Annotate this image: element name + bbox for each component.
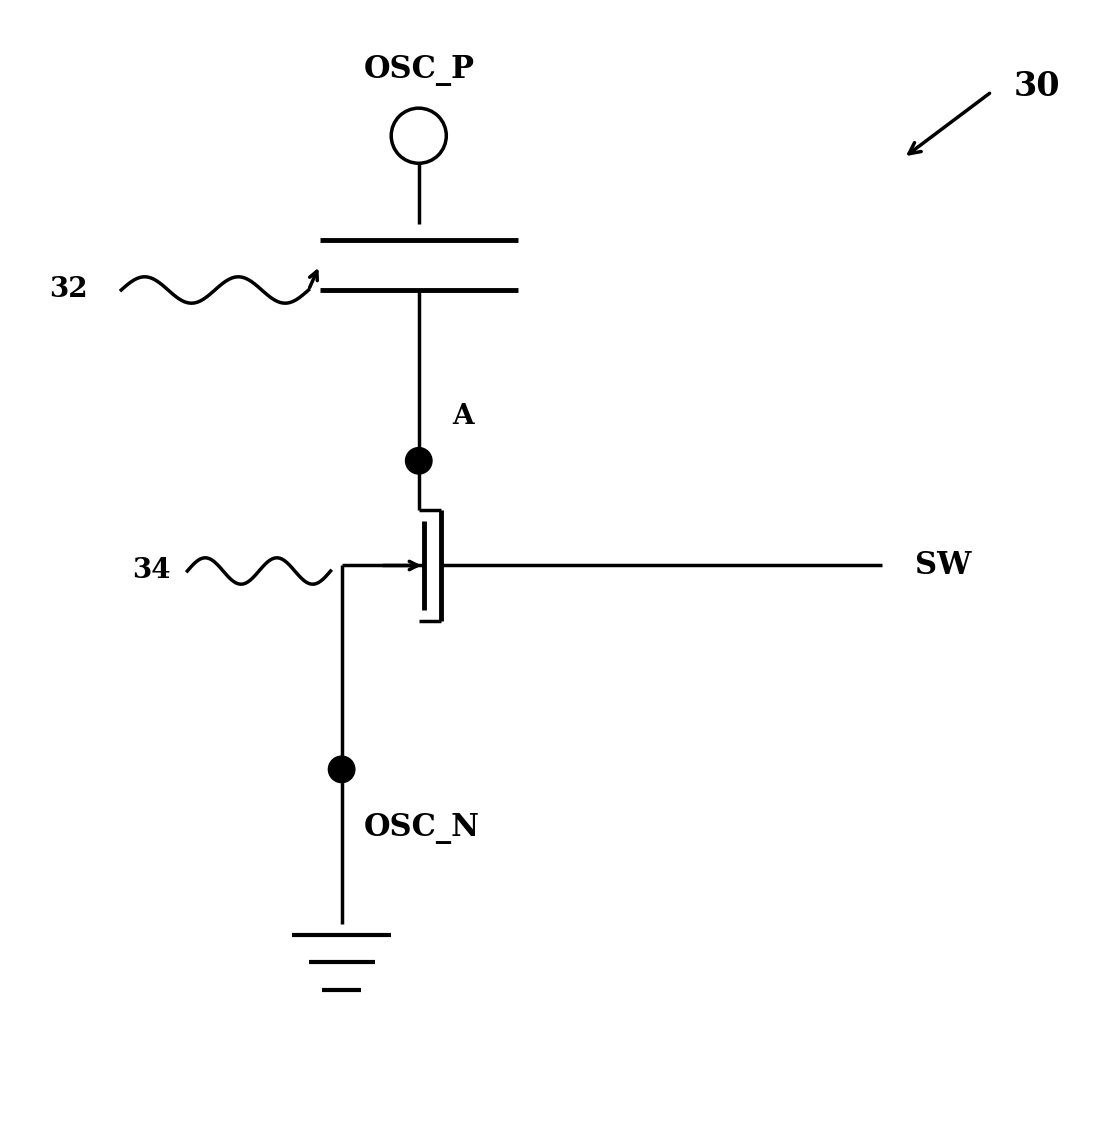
- Text: SW: SW: [915, 550, 971, 581]
- Circle shape: [328, 756, 355, 782]
- Circle shape: [406, 448, 432, 474]
- Text: OSC_P: OSC_P: [364, 55, 474, 86]
- Text: 30: 30: [1014, 70, 1060, 103]
- Text: 34: 34: [132, 557, 171, 585]
- Text: OSC_N: OSC_N: [364, 813, 479, 844]
- Text: 32: 32: [50, 276, 88, 304]
- Text: A: A: [452, 403, 474, 431]
